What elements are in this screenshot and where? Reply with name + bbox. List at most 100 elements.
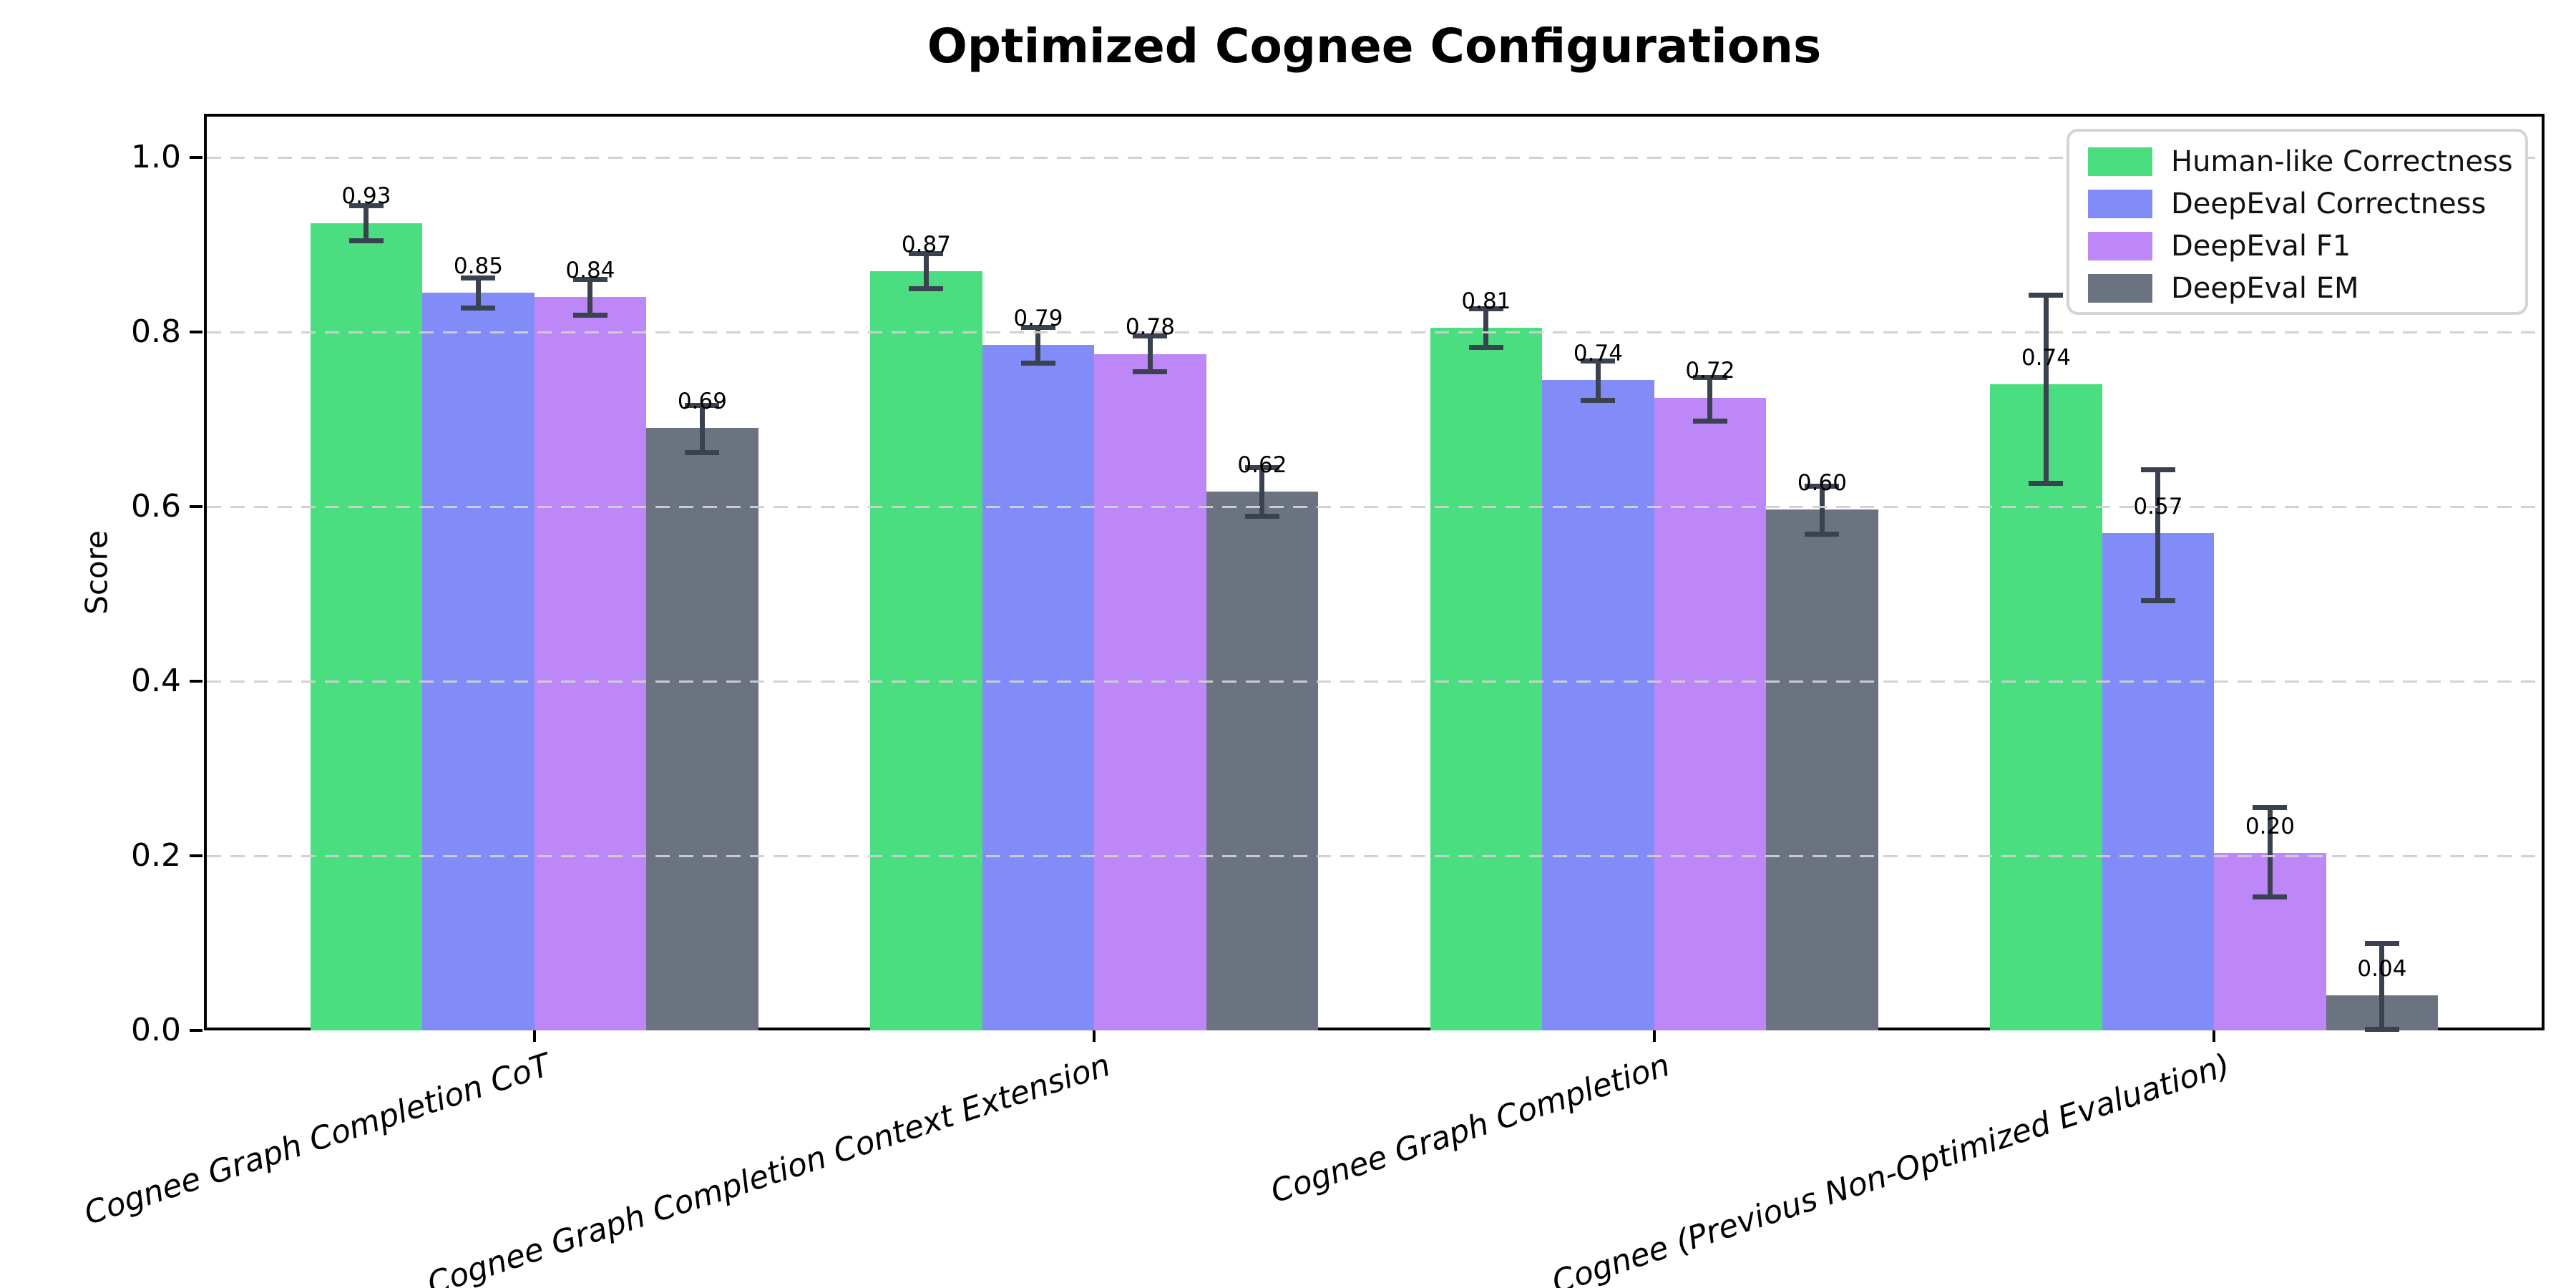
error-bar-stem <box>1259 467 1265 517</box>
error-bar-stem <box>1819 485 1825 534</box>
error-bar-stem <box>2043 294 2049 484</box>
legend-label: DeepEval Correctness <box>2171 187 2487 220</box>
bar-value-label: 0.93 <box>341 183 391 210</box>
y-tick-label: 0.6 <box>131 488 181 525</box>
gridline <box>207 331 2542 333</box>
bar <box>1094 353 1206 1030</box>
bar <box>870 270 982 1030</box>
bar <box>646 428 758 1030</box>
bar <box>310 223 423 1030</box>
y-tick-label: 0.2 <box>131 837 181 874</box>
error-bar-cap-bottom <box>909 286 944 291</box>
y-axis-label-text: Score <box>79 530 114 615</box>
bar <box>982 345 1095 1030</box>
legend-label: Human-like Correctness <box>2171 145 2513 178</box>
error-bar-cap-bottom <box>2253 894 2288 900</box>
x-tick-mark <box>1093 1030 1096 1042</box>
legend-row: DeepEval Correctness <box>2088 182 2507 225</box>
error-bar-cap-bottom <box>348 238 384 243</box>
error-bar-cap-top <box>1692 375 1727 381</box>
error-bar-cap-top <box>909 251 944 257</box>
error-bar-stem <box>2155 469 2161 600</box>
bar-value-label: 0.84 <box>565 258 615 284</box>
error-bar-stem <box>1595 361 1601 401</box>
error-bar-cap-top <box>572 276 608 282</box>
error-bar-cap-bottom <box>2029 481 2064 487</box>
error-bar-cap-bottom <box>2140 597 2175 603</box>
bar-value-label: 0.78 <box>1125 314 1175 341</box>
y-tick-mark <box>190 680 203 683</box>
legend: Human-like Correctness DeepEval Correctne… <box>2067 129 2528 315</box>
error-bar-cap-bottom <box>1805 531 1840 537</box>
error-bar-stem <box>1147 335 1153 371</box>
error-bar-cap-top <box>1020 324 1055 330</box>
error-bar-cap-top <box>1133 333 1168 338</box>
error-bar-cap-bottom <box>1020 360 1055 366</box>
bar <box>1766 509 1878 1030</box>
legend-swatch-icon <box>2088 189 2152 218</box>
error-bar-cap-top <box>461 275 496 281</box>
y-tick-mark <box>190 854 203 857</box>
bar-value-label: 0.57 <box>2133 493 2183 519</box>
legend-swatch-icon <box>2088 231 2152 260</box>
bar <box>1542 380 1654 1030</box>
gridline <box>207 680 2542 683</box>
x-category-label: Cognee Graph Completion <box>1266 1046 1674 1211</box>
legend-row: Human-like Correctness <box>2088 140 2513 182</box>
error-bar-stem <box>2267 806 2273 897</box>
legend-row: DeepEval F1 <box>2088 225 2507 267</box>
error-bar-cap-bottom <box>1468 344 1503 350</box>
error-bar-cap-bottom <box>572 312 608 318</box>
bar-value-label: 0.74 <box>1573 341 1623 367</box>
bar-value-label: 0.20 <box>2245 814 2295 840</box>
bar-value-label: 0.72 <box>1685 358 1735 384</box>
error-bar-cap-top <box>2253 804 2288 810</box>
bar <box>2102 532 2215 1030</box>
bar <box>422 293 535 1030</box>
gridline <box>207 156 2542 159</box>
y-tick-mark <box>190 331 203 333</box>
y-tick-mark <box>190 505 203 508</box>
error-bar-stem <box>364 205 369 240</box>
bar <box>1430 327 1543 1030</box>
error-bar-stem <box>587 278 593 315</box>
error-bar-cap-bottom <box>461 305 496 311</box>
bar-value-label: 0.74 <box>2021 345 2071 371</box>
x-tick-mark <box>532 1030 536 1042</box>
error-bar-stem <box>475 278 481 308</box>
bar <box>1990 384 2102 1030</box>
bar-value-label: 0.79 <box>1013 306 1063 332</box>
y-tick-label: 1.0 <box>131 139 181 175</box>
error-bar-cap-bottom <box>1692 419 1727 424</box>
bar-value-label: 0.87 <box>901 231 951 258</box>
error-bar-cap-top <box>2364 941 2399 946</box>
bar-value-label: 0.62 <box>1237 452 1287 479</box>
error-bar-stem <box>699 405 705 453</box>
bar <box>1654 397 1767 1030</box>
error-bar-cap-top <box>348 203 384 209</box>
error-bar-cap-bottom <box>685 450 720 456</box>
bar-value-label: 0.81 <box>1461 288 1511 314</box>
x-tick-mark <box>1652 1030 1656 1042</box>
y-tick-label: 0.0 <box>131 1012 181 1048</box>
x-tick-mark <box>2212 1030 2216 1042</box>
error-bar-stem <box>1483 308 1489 347</box>
gridline <box>207 854 2542 857</box>
bar-value-label: 0.04 <box>2357 956 2407 982</box>
legend-label: DeepEval EM <box>2171 271 2359 305</box>
bar-value-label: 0.85 <box>453 253 503 280</box>
error-bar-cap-bottom <box>1133 369 1168 374</box>
y-tick-label: 0.8 <box>131 313 181 350</box>
legend-label: DeepEval F1 <box>2171 229 2351 263</box>
legend-row: DeepEval EM <box>2088 267 2507 309</box>
error-bar-stem <box>2379 943 2385 1029</box>
error-bar-cap-bottom <box>2364 1026 2399 1032</box>
gridline <box>207 505 2542 508</box>
plot-area <box>204 114 2545 1030</box>
error-bar-cap-top <box>2029 292 2064 298</box>
error-bar-cap-bottom <box>1581 398 1616 404</box>
error-bar-stem <box>1035 326 1041 363</box>
error-bar-cap-top <box>685 403 720 409</box>
y-tick-label: 0.4 <box>131 663 181 699</box>
